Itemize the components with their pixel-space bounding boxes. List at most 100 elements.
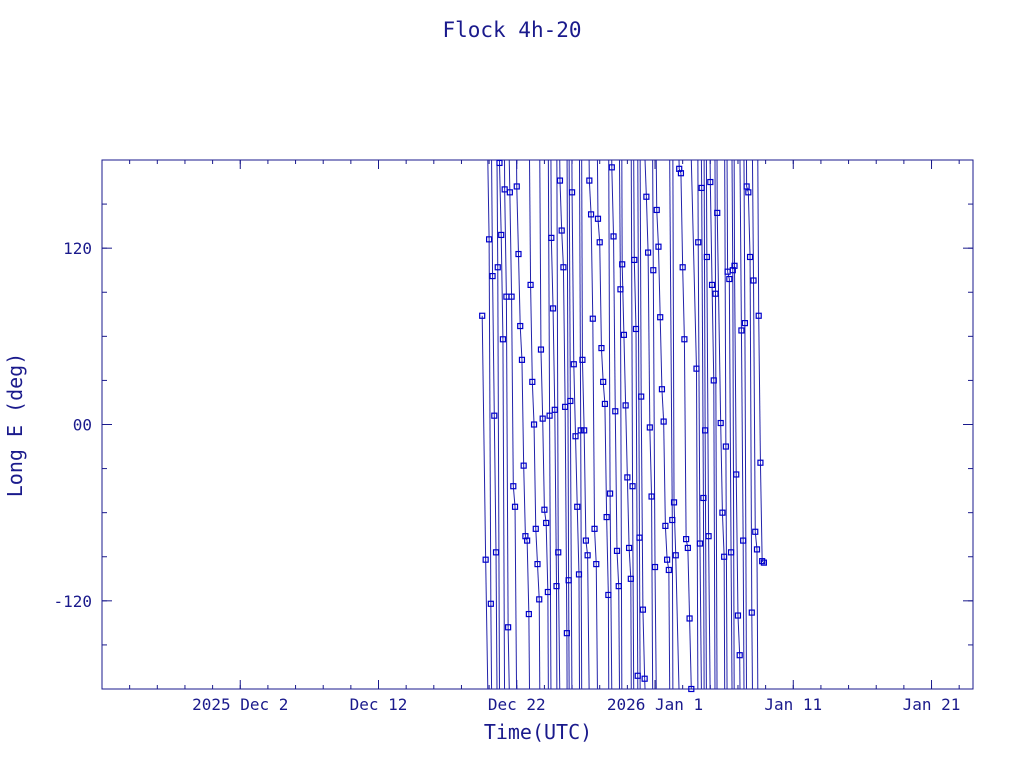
trace-segment — [561, 230, 564, 268]
data-point — [664, 556, 671, 563]
trace-segment — [708, 536, 711, 689]
data-point — [733, 471, 740, 478]
trace-segment — [531, 381, 535, 425]
data-point — [581, 427, 588, 434]
data-point — [665, 566, 672, 574]
trace-segment — [742, 540, 745, 689]
y-axis-ticks: 120 00 -120 — [53, 159, 973, 690]
trace-segment — [529, 160, 532, 285]
trace-segment — [547, 160, 551, 416]
trace-segment — [680, 173, 684, 268]
trace-segment — [734, 265, 737, 475]
data-point — [638, 393, 645, 400]
trace-segment — [530, 284, 533, 382]
trace-segment — [668, 569, 671, 689]
data-point — [615, 583, 622, 590]
data-point — [479, 312, 486, 319]
data-point — [551, 406, 558, 413]
data-point — [529, 378, 536, 385]
trace-segment — [751, 160, 755, 281]
data-point — [727, 549, 735, 556]
trace-segment — [709, 182, 713, 285]
data-point — [486, 236, 493, 243]
trace-segment — [523, 465, 526, 537]
data-point — [755, 312, 762, 319]
trace-segment — [504, 189, 507, 297]
trace-segment — [669, 160, 673, 521]
data-point — [672, 552, 679, 559]
data-point — [586, 177, 593, 184]
trace-segment — [663, 421, 666, 526]
data-point — [574, 503, 581, 510]
data-point — [670, 499, 678, 506]
data-point — [525, 610, 532, 618]
trace-segment — [756, 549, 759, 689]
trace-segment — [562, 267, 566, 407]
trace-segment — [640, 396, 644, 610]
data-point — [527, 281, 534, 289]
trace-segment — [759, 462, 763, 562]
data-point — [648, 493, 655, 500]
data-point — [717, 419, 724, 427]
trace-segment — [542, 418, 545, 510]
trace-segment — [713, 380, 716, 689]
trace-segment — [498, 162, 502, 235]
data-point — [572, 433, 579, 440]
data-point — [491, 412, 498, 419]
data-point — [619, 261, 626, 268]
data-point — [534, 560, 541, 568]
trace-segment — [673, 502, 677, 556]
x-tick-label: 2025 Dec 2 — [192, 695, 288, 714]
trace-segment — [616, 550, 620, 587]
trace-segment — [704, 430, 707, 689]
y-tick-label: 00 — [73, 416, 92, 435]
data-point — [543, 519, 550, 527]
trace-segment — [508, 160, 511, 193]
trace-segment — [715, 293, 718, 689]
trace-segment — [675, 555, 680, 689]
data-point — [760, 559, 767, 566]
data-point — [657, 314, 664, 321]
trace-segment — [635, 328, 639, 676]
x-tick-label: 2026 Jan 1 — [607, 695, 703, 714]
data-point — [753, 546, 761, 553]
trace-segment — [618, 160, 621, 290]
trace-segment — [655, 160, 658, 210]
trace-segment — [657, 246, 661, 318]
trace-segment — [485, 559, 489, 689]
data-point — [567, 397, 574, 405]
data-point — [536, 596, 543, 603]
trace-segment — [581, 359, 585, 431]
data-point — [499, 336, 507, 343]
data-point — [541, 506, 548, 513]
trace-segment — [735, 474, 739, 616]
trace-segment — [716, 212, 722, 424]
trace-segment — [493, 415, 497, 553]
data-point — [634, 672, 641, 679]
data-point — [683, 536, 690, 543]
x-axis-ticks: 2025 Dec 2 Dec 12 Dec 22 2026 Jan 1 Jan 11 Ja… — [101, 160, 960, 714]
trace-segment — [540, 349, 544, 419]
trace-segment — [740, 330, 744, 541]
data-point — [613, 547, 621, 554]
data-point — [487, 600, 494, 607]
data-point — [731, 262, 738, 269]
data-point — [669, 516, 676, 524]
trace-segment — [630, 160, 634, 487]
data-point — [636, 534, 643, 541]
data-point — [549, 305, 557, 312]
trace-segment — [606, 517, 609, 595]
data-point — [750, 277, 757, 284]
data-point — [506, 189, 513, 196]
trace-segment — [737, 615, 741, 656]
data-point — [510, 483, 517, 490]
data-markers — [479, 159, 767, 693]
data-point — [617, 286, 624, 293]
data-point — [532, 525, 539, 532]
trace-segment — [699, 543, 702, 689]
data-point — [655, 243, 662, 250]
trace-segment — [573, 364, 577, 437]
data-point — [714, 209, 721, 216]
trace-segment — [687, 547, 691, 619]
trace-segment — [753, 280, 756, 532]
